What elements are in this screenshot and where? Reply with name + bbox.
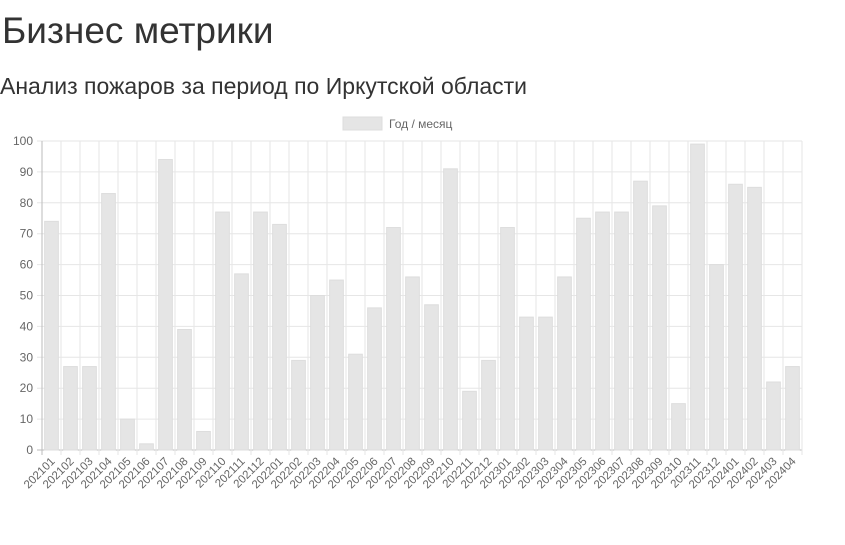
y-tick-label: 80 xyxy=(20,196,34,210)
bar[interactable] xyxy=(709,264,724,451)
bar[interactable] xyxy=(101,193,116,451)
bar[interactable] xyxy=(576,217,591,451)
legend-swatch xyxy=(342,116,383,131)
y-tick-label: 30 xyxy=(20,350,34,364)
bar[interactable] xyxy=(557,276,572,451)
bar[interactable] xyxy=(500,227,515,451)
y-tick-label: 50 xyxy=(20,289,34,303)
bar[interactable] xyxy=(329,279,344,451)
bar[interactable] xyxy=(386,227,401,451)
bar[interactable] xyxy=(196,430,211,451)
bar[interactable] xyxy=(63,366,78,451)
legend[interactable]: Год / месяц xyxy=(342,116,453,131)
bar[interactable] xyxy=(177,328,192,451)
x-axis: 2021012021022021032021042021052021062021… xyxy=(22,455,799,491)
page-title: Бизнес метрики xyxy=(2,10,274,51)
bar[interactable] xyxy=(614,211,629,451)
bar[interactable] xyxy=(766,381,781,451)
bar[interactable] xyxy=(424,304,439,451)
bar[interactable] xyxy=(272,223,287,451)
bars xyxy=(44,143,800,451)
bar[interactable] xyxy=(310,295,325,451)
bar[interactable] xyxy=(158,159,173,451)
bar[interactable] xyxy=(538,316,553,451)
y-tick-label: 100 xyxy=(13,134,33,148)
bar[interactable] xyxy=(595,211,610,451)
bar[interactable] xyxy=(519,316,534,451)
bar[interactable] xyxy=(367,307,382,451)
y-axis: 0 10 20 30 40 50 60 70 80 90 100 xyxy=(13,134,33,457)
bar[interactable] xyxy=(139,443,154,451)
bar[interactable] xyxy=(633,180,648,451)
bar[interactable] xyxy=(215,211,230,451)
bar[interactable] xyxy=(671,403,686,451)
bar[interactable] xyxy=(728,183,743,451)
bar[interactable] xyxy=(690,143,705,451)
chart-title: Анализ пожаров за период по Иркутской об… xyxy=(0,73,528,99)
y-tick-label: 40 xyxy=(20,319,34,333)
y-tick-label: 0 xyxy=(26,443,33,457)
bar[interactable] xyxy=(253,211,268,451)
bar[interactable] xyxy=(785,366,800,451)
y-tick-label: 60 xyxy=(20,258,34,272)
y-tick-label: 20 xyxy=(20,381,34,395)
bar[interactable] xyxy=(443,168,458,451)
y-tick-label: 70 xyxy=(20,227,34,241)
bar[interactable] xyxy=(462,390,477,451)
bar[interactable] xyxy=(82,366,97,451)
bar[interactable] xyxy=(747,186,762,451)
bar[interactable] xyxy=(44,220,59,451)
bar[interactable] xyxy=(405,276,420,451)
bar[interactable] xyxy=(291,359,306,451)
bar[interactable] xyxy=(348,353,363,451)
bar[interactable] xyxy=(234,273,249,451)
bar[interactable] xyxy=(120,418,135,451)
y-tick-label: 90 xyxy=(20,165,34,179)
bar[interactable] xyxy=(481,359,496,451)
bar[interactable] xyxy=(652,205,667,451)
y-tick-label: 10 xyxy=(20,412,34,426)
legend-label: Год / месяц xyxy=(389,117,453,131)
